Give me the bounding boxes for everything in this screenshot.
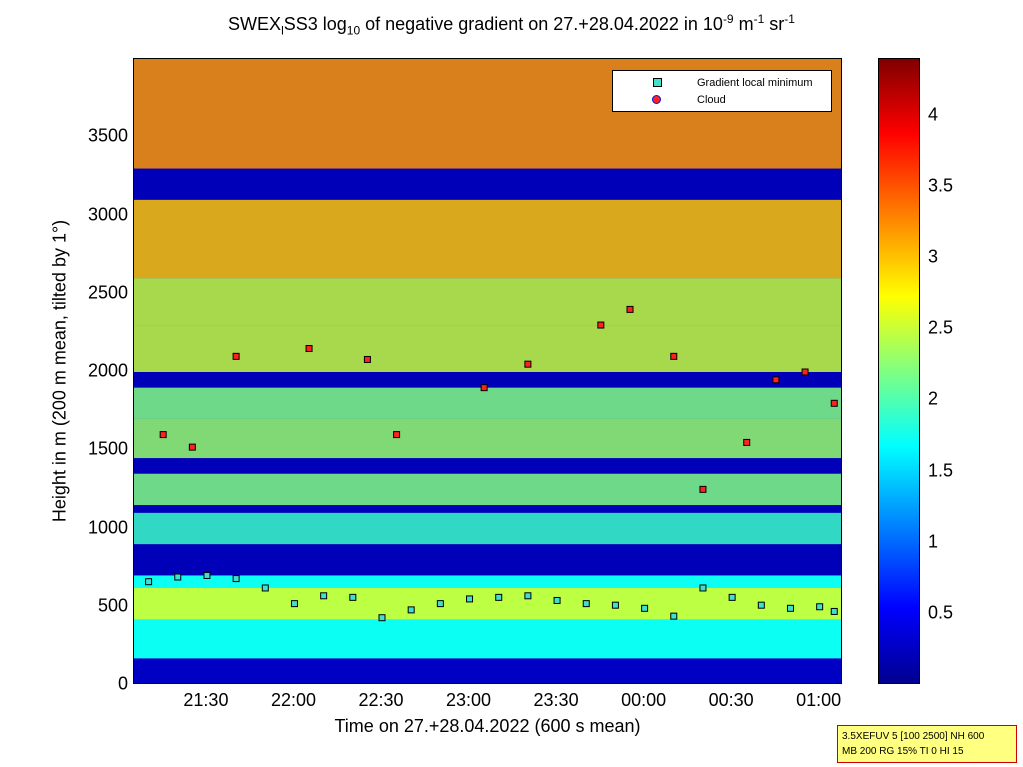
gradient-minimum-point [232, 575, 240, 583]
cloud-point [626, 305, 634, 313]
cloud-point [524, 360, 532, 368]
y-tick-label: 1500 [87, 438, 128, 459]
gradient-minimum-point [582, 600, 590, 608]
gradient-minimum-point [407, 606, 415, 614]
colorbar-tick-label: 2 [928, 388, 939, 409]
colorbar-tick-label: 4 [928, 104, 939, 125]
gradient-minimum-point [786, 604, 794, 612]
x-tick-label: 22:30 [358, 690, 404, 710]
gradient-minimum-point [816, 603, 824, 611]
x-tick-label: 23:00 [446, 690, 492, 710]
cloud-point [830, 399, 838, 407]
gradient-minimum-point [830, 607, 838, 615]
gradient-minimum-point [466, 595, 474, 603]
gradient-minimum-point [524, 592, 532, 600]
cloud-point [305, 345, 313, 353]
colorbar-tick-label: 0.5 [928, 602, 954, 623]
chart-title: SWEXlSS3 log10 of negative gradient on 2… [228, 12, 795, 38]
colorbar-tick-label: 1.5 [928, 460, 954, 481]
heatmap-band-layer-1250 [134, 473, 841, 506]
gradient-minimum-point [436, 600, 444, 608]
heatmap-band-surface [134, 658, 841, 683]
cloud-point [772, 376, 780, 384]
cloud-point [363, 355, 371, 363]
gradient-minimum-point [757, 601, 765, 609]
cloud-marker [652, 95, 661, 104]
y-tick-label: 0 [117, 673, 128, 694]
y-tick-label: 3000 [87, 204, 128, 224]
gradient-minimum-marker [653, 78, 662, 87]
legend-item-gradient: Gradient local minimum [697, 77, 813, 89]
heatmap-band-layer-1500 [134, 418, 841, 459]
cloud-point [699, 485, 707, 493]
gradient-minimum-point [174, 573, 182, 581]
settings-infobox: 3.5XEFUV 5 [100 2500] NH 600 MB 200 RG 1… [837, 725, 1017, 763]
gradient-minimum-point [290, 600, 298, 608]
gradient-minimum-point [495, 593, 503, 601]
heatmap-band-layer-1750 [134, 387, 841, 419]
gradient-minimum-point [320, 592, 328, 600]
gradient-minimum-point [670, 612, 678, 620]
heatmap-band-upper-2800 [134, 199, 841, 279]
heatmap [134, 59, 841, 683]
cloud-point [801, 368, 809, 376]
x-tick-label: 22:00 [270, 690, 316, 710]
colorbar [878, 58, 920, 684]
cloud-point [159, 431, 167, 439]
colorbar-tick-label: 3.5 [928, 175, 954, 196]
colorbar-tick-label: 1 [928, 531, 939, 552]
gradient-minimum-point [728, 593, 736, 601]
legend: Gradient local minimum Cloud [612, 70, 832, 112]
x-tick-label: 00:30 [708, 690, 754, 710]
cloud-point [597, 321, 605, 329]
heatmap-band-layer-2400 [134, 278, 841, 326]
y-tick-label: 2000 [87, 360, 128, 381]
x-tick-label: 01:00 [796, 690, 842, 710]
heatmap-band-layer-2100 [134, 325, 841, 372]
gradient-minimum-point [203, 571, 211, 579]
cloud-point [232, 352, 240, 360]
gradient-minimum-point [261, 584, 269, 592]
colorbar-tick-label: 2.5 [928, 317, 954, 338]
x-tick-label: 00:00 [621, 690, 667, 710]
gradient-minimum-point [145, 578, 153, 586]
y-tick-label: 3500 [87, 125, 128, 146]
gradient-minimum-point [611, 601, 619, 609]
y-tick-label: 500 [97, 595, 128, 616]
y-tick-label: 1000 [87, 517, 128, 537]
x-axis-label: Time on 27.+28.04.2022 (600 s mean) [334, 716, 641, 736]
legend-item-cloud: Cloud [697, 94, 726, 106]
colorbar-tick-label: 3 [928, 246, 939, 267]
x-tick-label: 21:30 [183, 690, 229, 710]
infobox-line-2: MB 200 RG 15% TI 0 HI 15 [842, 746, 964, 757]
gradient-minimum-point [378, 614, 386, 622]
x-tick-label: 23:30 [533, 690, 579, 710]
cloud-point [393, 431, 401, 439]
cloud-point [743, 438, 751, 446]
gradient-minimum-point [553, 596, 561, 604]
plot-area [133, 58, 842, 684]
heatmap-band-layer-1000 [134, 512, 841, 545]
y-axis-label: Height in m (200 m mean, tilted by 1°) [49, 219, 70, 523]
heatmap-band-aerosol-layer-1 [134, 587, 841, 620]
cloud-point [670, 352, 678, 360]
cloud-point [188, 443, 196, 451]
gradient-minimum-point [699, 584, 707, 592]
infobox-line-1: 3.5XEFUV 5 [100 2500] NH 600 [842, 731, 985, 742]
cloud-point [480, 384, 488, 392]
y-tick-label: 2500 [87, 282, 128, 303]
gradient-minimum-point [349, 593, 357, 601]
gradient-minimum-point [641, 604, 649, 612]
